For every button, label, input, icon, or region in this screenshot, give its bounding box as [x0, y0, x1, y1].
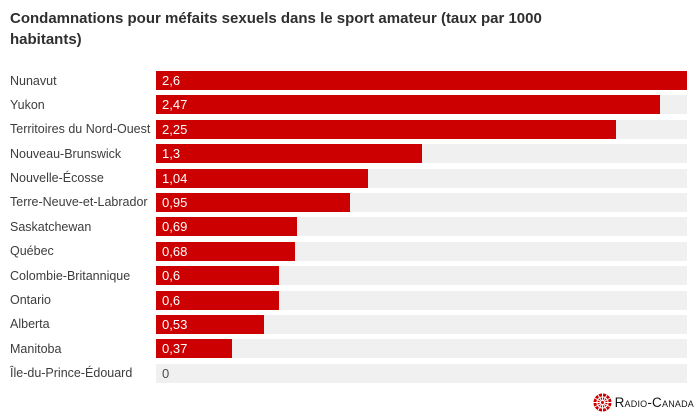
category-label: Manitoba [10, 341, 62, 356]
bar-track: 0,37 [156, 339, 687, 359]
bar-track: 0,95 [156, 192, 687, 212]
bar: 0,37 [156, 339, 232, 359]
category-label: Québec [10, 244, 54, 259]
bar-track: 1,04 [156, 168, 687, 188]
category-label: Colombie-Britannique [10, 268, 131, 283]
bar: 1,04 [156, 168, 369, 188]
value-label: 0 [162, 365, 170, 381]
bar: 0,53 [156, 314, 265, 334]
bar-row: Ontario 0,6 [10, 290, 687, 310]
bar-row: Yukon 2,47 [10, 95, 687, 115]
bar-track: 2,6 [156, 71, 687, 90]
bar-row: Territoires du Nord-Ouest 2,25 [10, 119, 687, 139]
bar-track: 0,53 [156, 314, 687, 334]
bar-track: 2,47 [156, 95, 687, 115]
bar-track: 0 [156, 363, 687, 383]
category-label: Île-du-Prince-Édouard [10, 366, 133, 381]
category-label: Nunavut [10, 73, 57, 88]
value-label: 0,68 [162, 243, 188, 259]
bar-row: Nouveau-Brunswick 1,3 [10, 144, 687, 164]
bar-row: Alberta 0,53 [10, 314, 687, 334]
value-label: 2,6 [162, 73, 181, 88]
radio-canada-gem-icon [593, 393, 612, 412]
value-label: 0,95 [162, 194, 188, 210]
bar-track: 0,68 [156, 241, 687, 261]
bar-row: Nunavut 2,6 [10, 71, 687, 90]
bar-row: Colombie-Britannique 0,6 [10, 266, 687, 286]
radio-canada-logo: Radio-Canada [593, 393, 694, 412]
bar-track: 0,69 [156, 217, 687, 237]
bar-row: Manitoba 0,37 [10, 339, 687, 359]
value-label: 1,04 [162, 170, 188, 186]
bar: 0,69 [156, 217, 297, 237]
bar: 0,68 [156, 241, 295, 261]
bar: 2,47 [156, 95, 661, 115]
category-label: Saskatchewan [10, 219, 92, 234]
bar-track: 2,25 [156, 119, 687, 139]
category-label: Nouvelle-Écosse [10, 171, 104, 186]
bar: 0,6 [156, 290, 279, 310]
bar-row: Saskatchewan 0,69 [10, 217, 687, 237]
category-label: Nouveau-Brunswick [10, 146, 122, 161]
bar: 2,6 [156, 71, 687, 90]
value-label: 0,37 [162, 341, 188, 357]
bar-row: Île-du-Prince-Édouard 0 [10, 363, 687, 383]
bar-track: 1,3 [156, 144, 687, 164]
value-label: 0,53 [162, 316, 188, 332]
bar-track: 0,6 [156, 290, 687, 310]
category-label: Terre-Neuve-et-Labrador [10, 195, 148, 210]
chart-title: Condamnations pour méfaits sexuels dans … [10, 10, 542, 48]
bar: 2,25 [156, 119, 616, 139]
bar-row: Québec 0,68 [10, 241, 687, 261]
bar: 1,3 [156, 144, 422, 164]
category-label: Ontario [10, 293, 51, 308]
bar-track: 0,6 [156, 266, 687, 286]
category-label: Territoires du Nord-Ouest [10, 122, 151, 137]
category-label: Alberta [10, 317, 50, 332]
value-label: 1,3 [162, 146, 181, 162]
bar-row: Nouvelle-Écosse 1,04 [10, 168, 687, 188]
value-label: 0,6 [162, 268, 181, 284]
bar: 0,6 [156, 266, 279, 286]
value-label: 2,47 [162, 97, 188, 113]
bar: 0,95 [156, 192, 351, 212]
value-label: 0,6 [162, 292, 181, 308]
value-label: 2,25 [162, 121, 188, 137]
bar-row: Terre-Neuve-et-Labrador 0,95 [10, 192, 687, 212]
radio-canada-wordmark: Radio-Canada [614, 394, 694, 410]
category-label: Yukon [10, 97, 45, 112]
bar-chart: Nunavut 2,6 Yukon 2,47 Territoires du No… [10, 71, 687, 388]
value-label: 0,69 [162, 219, 188, 235]
